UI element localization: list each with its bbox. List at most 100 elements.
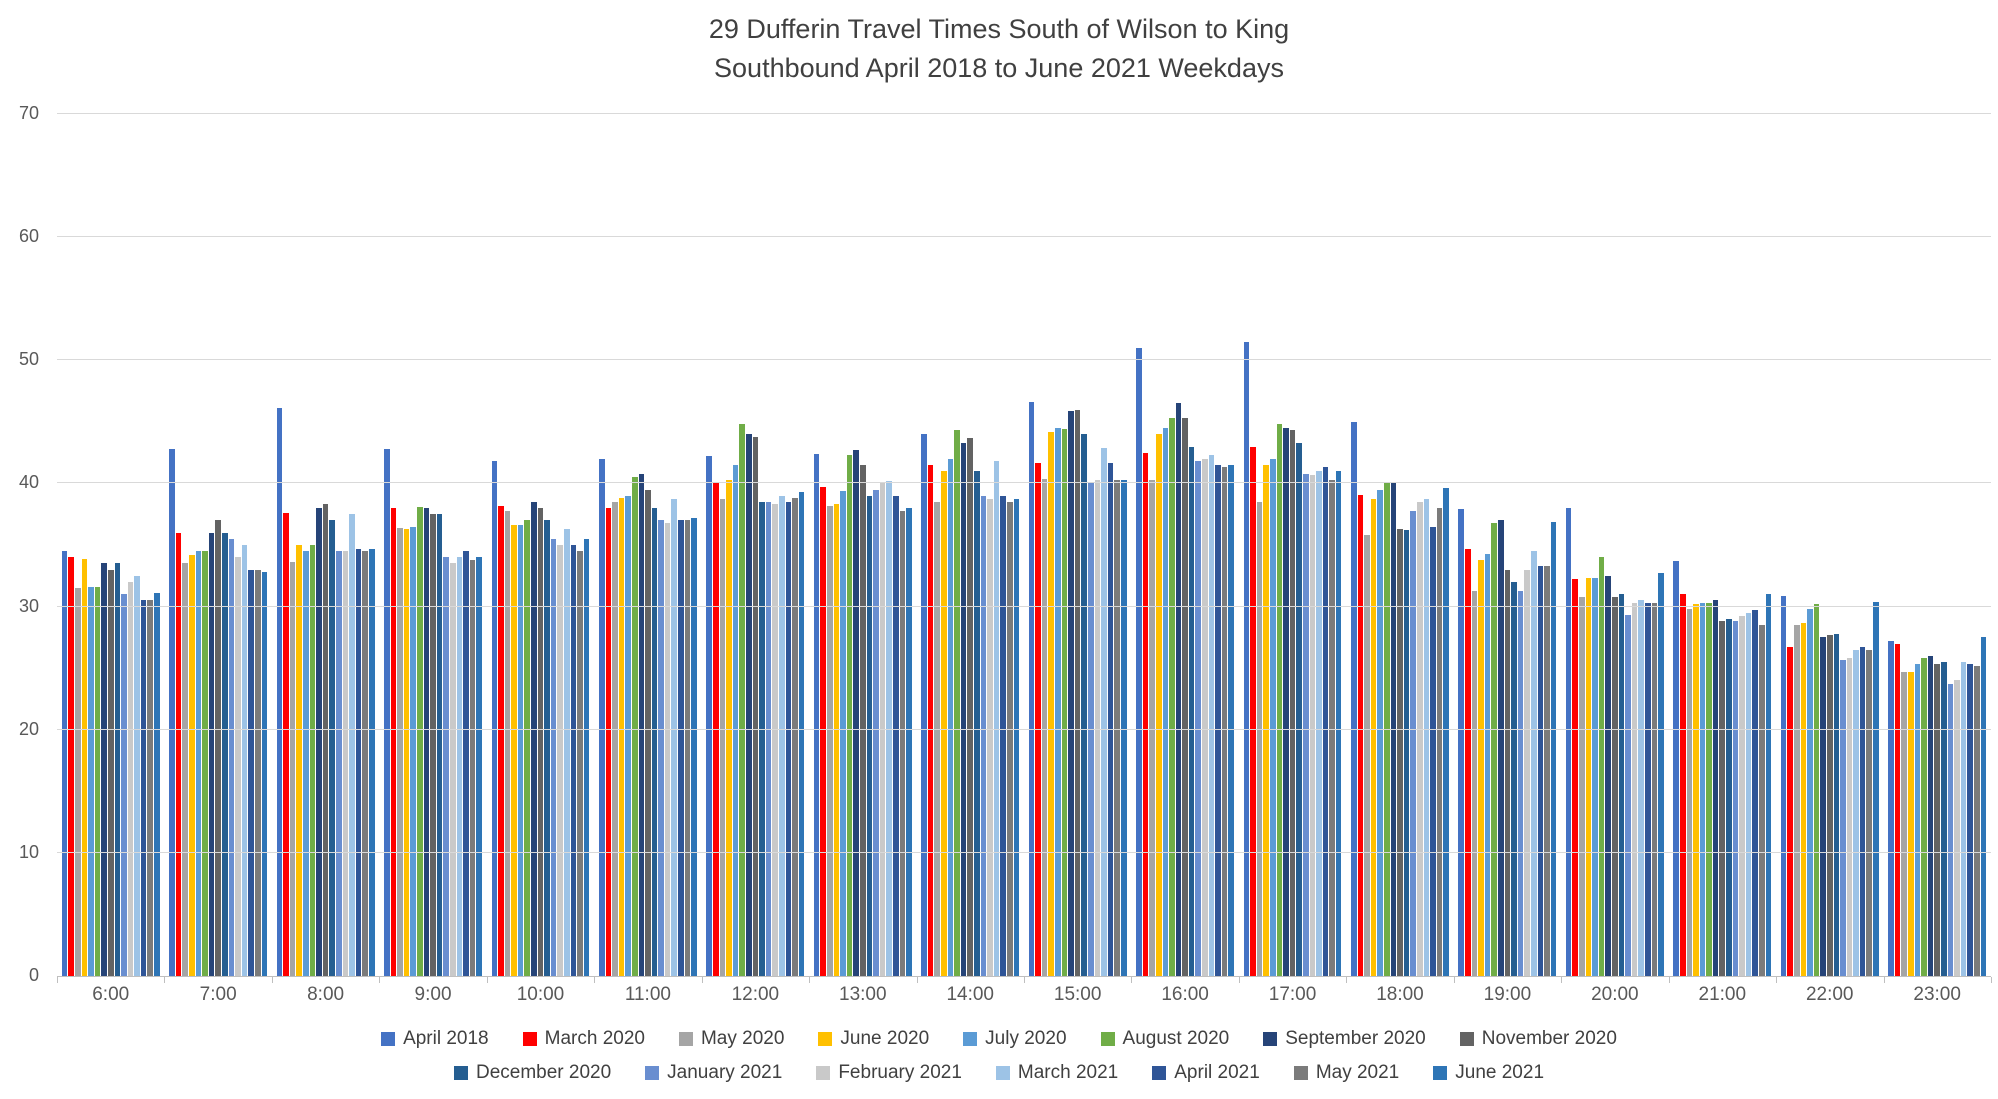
bar [147, 600, 154, 976]
axis-tick [809, 977, 811, 983]
bar-group-1600 [1131, 114, 1238, 976]
bar [1894, 643, 1901, 976]
bar [1335, 471, 1342, 976]
gridline [57, 728, 1991, 730]
bar [1136, 347, 1142, 976]
chart-title-line-1: 29 Dufferin Travel Times South of Wilson… [708, 14, 1290, 44]
legend-item-november-2020: November 2020 [1459, 1028, 1617, 1050]
bar-group-2100 [1669, 114, 1776, 976]
y-tick-label: 60 [18, 226, 39, 247]
bar [169, 448, 175, 976]
bar [1322, 467, 1329, 976]
bar [1302, 473, 1309, 976]
bar [1370, 499, 1377, 976]
bar [987, 499, 993, 976]
bar [1458, 509, 1465, 976]
bar [1221, 467, 1228, 976]
bar [1491, 522, 1498, 976]
bar [792, 498, 798, 976]
legend-swatch-icon [678, 1032, 693, 1046]
bar [706, 456, 712, 976]
bar [1443, 488, 1449, 976]
bar [140, 600, 147, 976]
x-tick-label: 8:00 [307, 984, 345, 1005]
bar [1013, 499, 1020, 976]
bar [732, 464, 739, 976]
bar [612, 501, 618, 976]
bars-container [57, 114, 1991, 976]
bar [417, 506, 423, 976]
bar [1866, 649, 1873, 976]
bar [241, 545, 248, 976]
bar [1732, 621, 1739, 976]
bar [921, 434, 927, 976]
bar [873, 489, 879, 976]
bar [215, 520, 221, 976]
bar [1068, 410, 1074, 976]
bar [866, 495, 873, 976]
bar [859, 464, 866, 976]
bar [577, 551, 583, 976]
legend-item-july-2020: July 2020 [963, 1028, 1067, 1050]
axis-tick [594, 977, 596, 983]
bar [114, 563, 121, 976]
bar [1631, 602, 1638, 976]
bar [684, 520, 691, 976]
axis-tick [1024, 977, 1025, 983]
legend-label: March 2020 [544, 1028, 645, 1049]
bar [1980, 637, 1987, 976]
bar [1202, 458, 1208, 976]
legend-swatch-icon [1100, 1032, 1115, 1046]
bar [1612, 596, 1618, 976]
bar-group-2300 [1883, 114, 1990, 976]
bar [463, 551, 469, 976]
bar [235, 557, 241, 976]
bar [1934, 664, 1940, 976]
bar [645, 489, 651, 976]
bar [1888, 641, 1894, 976]
x-tick-label: 18:00 [1376, 984, 1424, 1005]
legend-item-april-2018: April 2018 [381, 1028, 489, 1050]
bar [329, 520, 335, 976]
bar [820, 487, 827, 976]
x-tick-label: 11:00 [624, 984, 671, 1005]
legend-label: April 2021 [1174, 1062, 1260, 1083]
bar [1565, 508, 1572, 976]
legend-label: January 2021 [667, 1062, 783, 1083]
bar [1638, 600, 1645, 976]
bar [1383, 483, 1390, 976]
axis-tick [1238, 977, 1240, 983]
bar [456, 557, 463, 976]
bar [362, 551, 368, 976]
bar [303, 551, 309, 976]
bar [1377, 489, 1383, 976]
axis-tick [1668, 977, 1670, 983]
gridline [57, 605, 1991, 607]
bar-group-1500 [1024, 114, 1131, 976]
x-axis: 6:00 7:00 8:00 9:00 10:00 11:00 12:00 13:00 14:0… [57, 984, 1991, 1006]
bar [491, 461, 498, 976]
y-tick-label: 70 [18, 103, 39, 123]
bar [1645, 602, 1651, 976]
x-tick-label: 6:00 [92, 984, 130, 1005]
x-tick-label: 20:00 [1591, 984, 1639, 1005]
bar [276, 408, 283, 976]
axis-tick [379, 977, 381, 983]
bar [74, 588, 81, 976]
legend-item-september-2020: September 2020 [1263, 1028, 1426, 1050]
bar [195, 551, 202, 976]
bar [1967, 664, 1973, 976]
bar [1605, 575, 1612, 976]
bar [846, 455, 853, 976]
bar [1162, 428, 1169, 976]
bar [1243, 341, 1250, 976]
bar [954, 430, 960, 976]
bar [1055, 428, 1061, 976]
bar [618, 498, 625, 976]
bar [1726, 618, 1732, 976]
legend-item-june-2021: June 2021 [1433, 1062, 1544, 1084]
bar-group-1100 [594, 114, 701, 976]
bar [557, 545, 564, 976]
bar [550, 538, 557, 976]
bar [960, 442, 967, 976]
